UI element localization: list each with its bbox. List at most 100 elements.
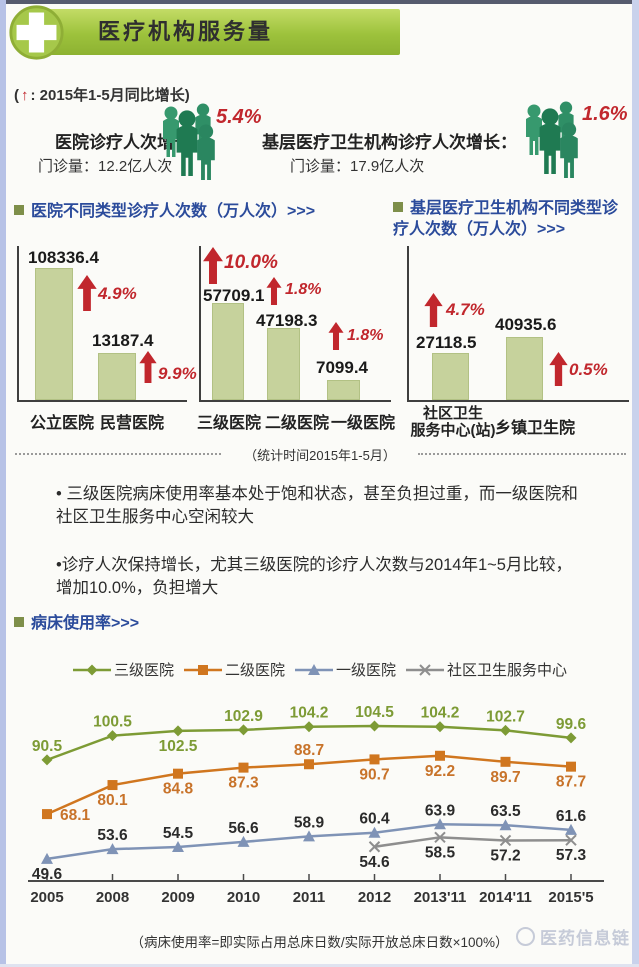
watermark: 医药信息链 xyxy=(512,924,630,949)
bar-value: 27118.5 xyxy=(416,333,477,352)
svg-text:87.3: 87.3 xyxy=(228,775,259,792)
bed-occupancy-line-chart: 2005 2008 2009 2010 2011 2012 2013'11 2014'11 20… xyxy=(28,704,604,906)
formula-footnote: （病床使用率=即实际占用总床日数/实际开放总床日数×100%） xyxy=(130,935,509,950)
svg-text:2015'5: 2015'5 xyxy=(548,889,593,906)
svg-text:2009: 2009 xyxy=(161,889,194,906)
bar-growth-percent: 0.5% xyxy=(569,360,608,379)
bar-value: 13187.4 xyxy=(92,331,154,350)
svg-text:102.5: 102.5 xyxy=(159,738,198,755)
header-bar: 医疗机构服务量 xyxy=(36,9,400,55)
svg-text:80.1: 80.1 xyxy=(97,792,128,809)
hospital-growth-percent: 5.4% xyxy=(216,106,262,128)
bar-label: 民营医院 xyxy=(99,415,164,432)
svg-text:89.7: 89.7 xyxy=(490,769,520,786)
chart-legend: 三级医院 二级医院 一级医院 社区卫生服务中心 xyxy=(0,659,639,680)
svg-text:54.5: 54.5 xyxy=(163,825,194,842)
svg-text:2005: 2005 xyxy=(30,889,63,906)
svg-text:56.6: 56.6 xyxy=(228,820,259,837)
primarycare-growth-label: 基层医疗卫生机构诊疗人次增长： xyxy=(262,133,517,152)
bar-private-hospital xyxy=(98,353,136,400)
page-title: 医疗机构服务量 xyxy=(98,19,274,44)
page-right-border xyxy=(632,0,639,967)
legend-marker-icon xyxy=(183,664,222,675)
svg-text:63.9: 63.9 xyxy=(425,802,456,819)
svg-text:2013'11: 2013'11 xyxy=(414,889,467,906)
bar-value: 40935.6 xyxy=(495,315,557,334)
bar-growth-percent: 1.8% xyxy=(347,327,384,344)
dotted-divider xyxy=(418,453,626,455)
svg-text:2010: 2010 xyxy=(227,889,260,906)
legend-item-3: 一级医院 xyxy=(294,659,396,680)
bar-label: 社区卫生 服务中心(站) xyxy=(408,405,498,440)
legend-note: (↑: 2015年1-5月同比增长) xyxy=(14,84,190,105)
people-group-icon xyxy=(163,103,215,180)
up-arrow-icon xyxy=(139,351,157,383)
svg-text:54.6: 54.6 xyxy=(359,854,390,871)
legend-marker-icon xyxy=(406,663,445,676)
legend-label: 一级医院 xyxy=(336,662,397,679)
primarycare-growth-percent: 1.6% xyxy=(582,103,628,125)
people-group-icon xyxy=(526,101,578,178)
commentary-block: • 三级医院病床使用率基本处于饱和状态，甚至负担过重，而一级医院和社区卫生服务中… xyxy=(56,483,584,625)
watermark-text: 医药信息链 xyxy=(540,929,630,948)
legend-marker-icon xyxy=(72,664,111,675)
up-arrow-icon xyxy=(424,293,443,327)
barchart3-xaxis xyxy=(407,400,629,402)
hospital-barchart-title: 医院不同类型诊疗人次数（万人次）>>> xyxy=(31,203,316,220)
primarycare-barchart-header: 基层医疗卫生机构不同类型诊疗人次数（万人次）>>> xyxy=(393,199,633,241)
up-arrow-glyph: ↑ xyxy=(21,87,29,104)
bar-label: 二级医院 xyxy=(264,415,329,432)
hospital-barchart-header: 医院不同类型诊疗人次数（万人次）>>> xyxy=(14,202,354,223)
bar-growth-percent: 4.7% xyxy=(446,300,485,319)
svg-text:92.2: 92.2 xyxy=(425,763,455,780)
legend-label: 社区卫生服务中心 xyxy=(447,662,568,679)
watermark-logo-icon xyxy=(516,927,535,946)
svg-text:90.5: 90.5 xyxy=(32,738,63,755)
barchart2-yaxis xyxy=(199,246,201,402)
bar-label: 乡镇卫生院 xyxy=(494,420,575,437)
svg-text:104.2: 104.2 xyxy=(290,705,329,722)
bar-label-line2: 服务中心(站) xyxy=(410,422,496,440)
up-arrow-icon xyxy=(549,352,568,386)
legend-item-1: 三级医院 xyxy=(72,659,174,680)
svg-text:2008: 2008 xyxy=(96,889,129,906)
square-bullet-icon xyxy=(14,205,24,215)
legend-label: 二级医院 xyxy=(224,662,285,679)
bar-township-clinic xyxy=(506,337,543,400)
svg-text:60.4: 60.4 xyxy=(359,811,390,828)
page-top-border xyxy=(0,0,639,4)
svg-text:100.5: 100.5 xyxy=(93,714,132,731)
hospital-outpatient-volume: 门诊量：12.2亿人次 xyxy=(38,158,173,175)
svg-text:68.1: 68.1 xyxy=(60,807,91,824)
svg-text:104.5: 104.5 xyxy=(355,704,394,721)
bar-label-line1: 社区卫生 xyxy=(422,405,483,422)
note-text: : 2015年1-5月同比增长) xyxy=(30,87,190,104)
page-bottom-border xyxy=(0,964,639,967)
bar-community-center xyxy=(432,353,469,400)
bar-label: 一级医院 xyxy=(330,415,395,432)
svg-text:2014'11: 2014'11 xyxy=(479,889,532,906)
bar-value: 47198.3 xyxy=(256,311,318,330)
commentary-bullet-1: • 三级医院病床使用率基本处于饱和状态，甚至负担过重，而一级医院和社区卫生服务中… xyxy=(56,485,578,527)
svg-text:87.7: 87.7 xyxy=(556,774,586,791)
barchart2-xaxis xyxy=(199,400,391,402)
bar-tertiary-hospital xyxy=(212,303,244,400)
square-bullet-icon xyxy=(14,617,24,627)
svg-text:84.8: 84.8 xyxy=(163,781,194,798)
svg-text:104.2: 104.2 xyxy=(421,705,460,722)
bar-primary-hospital xyxy=(327,380,360,400)
bar-growth-percent: 4.9% xyxy=(98,284,137,303)
square-bullet-icon xyxy=(393,202,403,212)
svg-text:102.7: 102.7 xyxy=(486,708,525,725)
dotted-divider xyxy=(15,453,221,455)
legend-item-4: 社区卫生服务中心 xyxy=(405,659,567,680)
legend-marker-icon xyxy=(295,663,333,675)
barchart1-yaxis xyxy=(17,246,19,402)
bar-public-hospital xyxy=(35,268,73,400)
legend-label: 三级医院 xyxy=(113,662,174,679)
up-arrow-icon xyxy=(328,322,344,350)
svg-text:99.6: 99.6 xyxy=(556,716,587,733)
svg-text:58.9: 58.9 xyxy=(294,814,325,831)
primarycare-outpatient-volume: 门诊量：17.9亿人次 xyxy=(290,158,425,175)
